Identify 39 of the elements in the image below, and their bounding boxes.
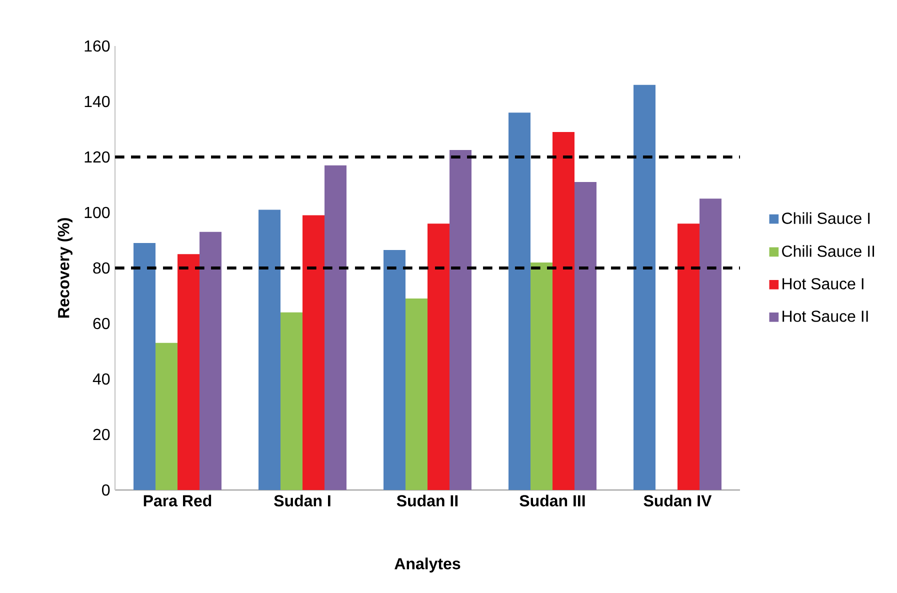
bar (552, 132, 574, 490)
y-tick-label: 0 (102, 484, 110, 496)
y-tick-label: 20 (93, 428, 110, 440)
bar (574, 182, 596, 490)
y-axis-title: Recovery (%) (58, 218, 72, 318)
bar (156, 342, 178, 490)
bar (324, 165, 347, 490)
y-tick-label: 80 (93, 262, 110, 274)
legend-label: Chili Sauce I (782, 212, 870, 224)
bar (384, 250, 406, 490)
legend-label: Hot Sauce II (782, 310, 868, 322)
bar (302, 215, 325, 490)
bar (178, 254, 200, 490)
bar (634, 84, 656, 490)
bar (406, 298, 428, 490)
bar (280, 312, 303, 490)
bar (428, 224, 450, 490)
bar (677, 224, 700, 490)
bar (700, 198, 722, 490)
bar (450, 150, 472, 490)
x-tick-label: Sudan IV (644, 494, 712, 506)
y-tick-label: 40 (92, 373, 110, 385)
y-tick-label: 160 (84, 40, 110, 52)
y-tick-label: 140 (84, 96, 110, 108)
x-tick-label: Sudan III (520, 494, 585, 506)
bar (134, 243, 156, 490)
x-tick-label: Sudan II (396, 494, 458, 506)
bar (508, 112, 531, 490)
y-tick-label: 120 (84, 151, 110, 163)
y-tick-label: 60 (93, 318, 110, 330)
x-tick-label: Para Red (144, 494, 212, 506)
legend-label: Chili Sauce II (782, 245, 874, 257)
x-axis-title: Analytes (394, 558, 460, 573)
bar (530, 262, 552, 490)
bar (200, 232, 222, 490)
y-tick-label: 100 (84, 206, 110, 218)
bar (258, 210, 281, 490)
legend-label: Hot Sauce I (782, 278, 864, 290)
x-tick-label: Sudan I (274, 494, 330, 506)
